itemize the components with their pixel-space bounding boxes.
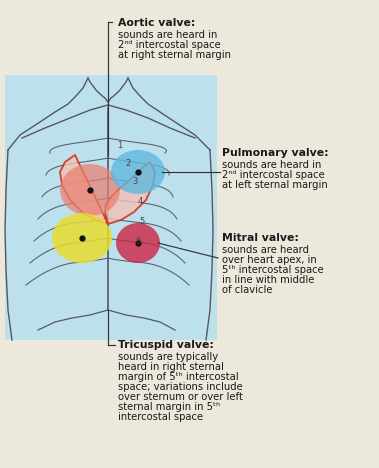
Ellipse shape <box>116 223 160 263</box>
Ellipse shape <box>111 150 165 194</box>
FancyBboxPatch shape <box>5 75 217 340</box>
Text: 3: 3 <box>132 177 138 187</box>
Text: Mitral valve:: Mitral valve: <box>222 233 299 243</box>
Text: sternal margin in 5ᵗʰ: sternal margin in 5ᵗʰ <box>118 402 220 412</box>
Text: over heart apex, in: over heart apex, in <box>222 255 317 265</box>
Text: 1: 1 <box>117 140 123 149</box>
Ellipse shape <box>60 164 120 216</box>
Text: at right sternal margin: at right sternal margin <box>118 50 231 60</box>
Text: 2ⁿᵈ intercostal space: 2ⁿᵈ intercostal space <box>118 40 221 50</box>
Text: 4: 4 <box>137 197 143 206</box>
Text: Tricuspid valve:: Tricuspid valve: <box>118 340 214 350</box>
Text: Pulmonary valve:: Pulmonary valve: <box>222 148 329 158</box>
Text: of clavicle: of clavicle <box>222 285 273 295</box>
Text: heard in right sternal: heard in right sternal <box>118 362 224 372</box>
Text: at left sternal margin: at left sternal margin <box>222 180 328 190</box>
Text: in line with middle: in line with middle <box>222 275 314 285</box>
Text: margin of 5ᵗʰ intercostal: margin of 5ᵗʰ intercostal <box>118 372 239 382</box>
Text: over sternum or over left: over sternum or over left <box>118 392 243 402</box>
Polygon shape <box>60 155 155 224</box>
Text: 6: 6 <box>135 237 141 247</box>
Text: 5ᵗʰ intercostal space: 5ᵗʰ intercostal space <box>222 265 324 275</box>
Text: sounds are heard: sounds are heard <box>222 245 309 255</box>
Text: 2: 2 <box>125 159 131 168</box>
Text: sounds are heard in: sounds are heard in <box>118 30 218 40</box>
Text: intercostal space: intercostal space <box>118 412 203 422</box>
Text: 5: 5 <box>139 218 145 227</box>
Ellipse shape <box>52 213 112 263</box>
Text: space; variations include: space; variations include <box>118 382 243 392</box>
Text: Aortic valve:: Aortic valve: <box>118 18 196 28</box>
Text: sounds are heard in: sounds are heard in <box>222 160 321 170</box>
Text: 2ⁿᵈ intercostal space: 2ⁿᵈ intercostal space <box>222 170 325 180</box>
Text: sounds are typically: sounds are typically <box>118 352 218 362</box>
